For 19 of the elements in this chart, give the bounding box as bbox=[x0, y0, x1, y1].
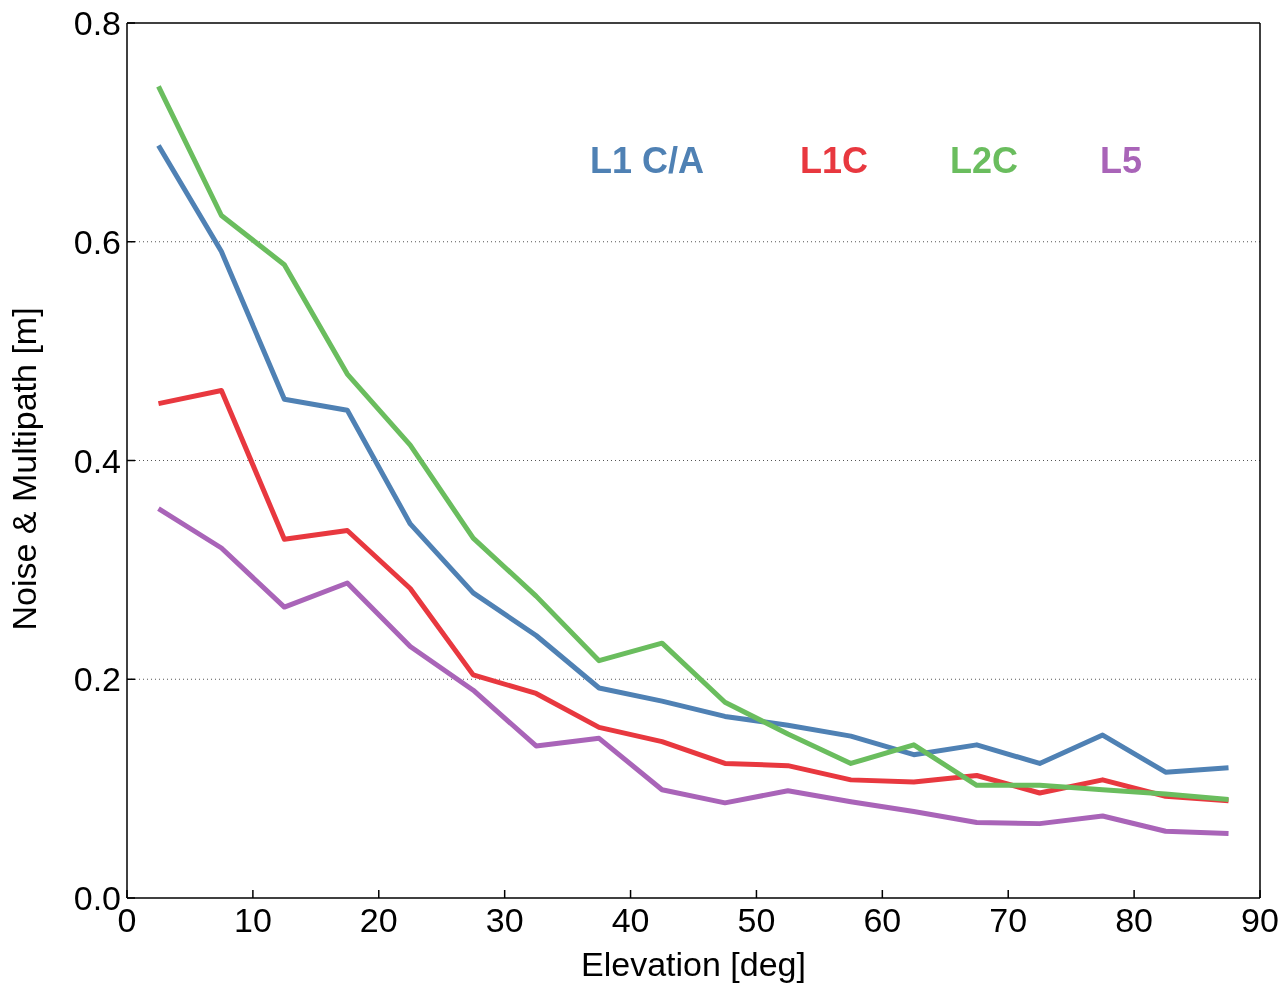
x-tick-label: 30 bbox=[485, 901, 524, 940]
y-tick-label: 0.6 bbox=[73, 222, 121, 261]
y-tick-label: 0.8 bbox=[73, 4, 121, 43]
x-tick-label: 90 bbox=[1241, 901, 1279, 940]
text: L1C bbox=[800, 140, 869, 182]
text: L2C bbox=[950, 140, 1019, 182]
y-tick-label: 0.4 bbox=[73, 441, 121, 480]
text: L1 C/A bbox=[590, 140, 705, 182]
x-tick-label: 70 bbox=[989, 901, 1028, 940]
x-tick-label: 10 bbox=[233, 901, 272, 940]
x-axis-title: Elevation [deg] bbox=[581, 945, 806, 983]
x-tick-label: 40 bbox=[611, 901, 650, 940]
x-tick-label: 50 bbox=[737, 901, 776, 940]
x-tick-label: 80 bbox=[1115, 901, 1154, 940]
x-tick-label: 60 bbox=[863, 901, 902, 940]
text: L5 bbox=[1100, 140, 1143, 182]
x-tick-label: 20 bbox=[359, 901, 398, 940]
y-axis-title: Noise & Multipath [m] bbox=[5, 307, 44, 631]
y-tick-label: 0.2 bbox=[73, 660, 121, 699]
